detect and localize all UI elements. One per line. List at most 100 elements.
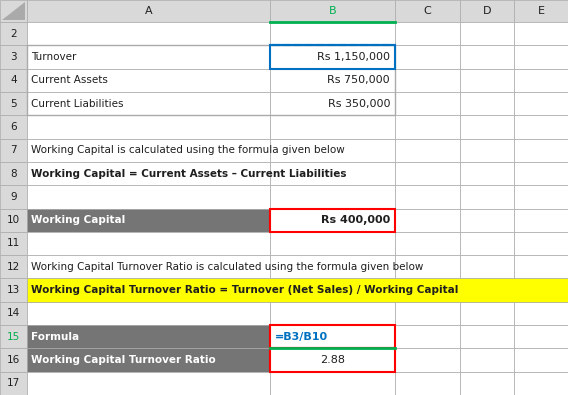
Bar (27, 22, 270, 45)
Bar (0, 45, 27, 69)
Bar (27, 232, 270, 255)
Bar (395, 162, 460, 185)
Bar (395, 0, 460, 22)
Bar (395, 139, 460, 162)
Bar (514, 255, 568, 278)
Text: 10: 10 (7, 215, 20, 225)
Bar (27, 162, 270, 185)
Bar (270, 22, 395, 45)
Text: D: D (483, 6, 491, 16)
Bar (0, 325, 27, 348)
Bar (0, 92, 27, 115)
Bar (0, 69, 27, 92)
Bar (27, 278, 568, 302)
Bar (514, 209, 568, 232)
Text: Working Capital is calculated using the formula given below: Working Capital is calculated using the … (31, 145, 345, 155)
Text: B: B (329, 6, 336, 16)
Bar (514, 348, 568, 372)
Text: Working Capital Turnover Ratio: Working Capital Turnover Ratio (31, 355, 216, 365)
Bar (514, 92, 568, 115)
Text: Working Capital: Working Capital (31, 215, 126, 225)
Bar (395, 22, 460, 45)
Bar (395, 255, 460, 278)
Bar (270, 185, 395, 209)
Bar (460, 69, 514, 92)
Text: 11: 11 (7, 239, 20, 248)
Bar (27, 115, 270, 139)
Text: 7: 7 (10, 145, 17, 155)
Text: Rs 350,000: Rs 350,000 (328, 99, 390, 109)
Bar (27, 325, 270, 348)
Bar (0, 185, 27, 209)
Text: 6: 6 (10, 122, 17, 132)
Bar (0, 302, 27, 325)
Text: Working Capital Turnover Ratio = Turnover (Net Sales) / Working Capital: Working Capital Turnover Ratio = Turnove… (31, 285, 458, 295)
Bar (27, 92, 270, 115)
Text: Current Assets: Current Assets (31, 75, 108, 85)
Bar (460, 22, 514, 45)
Bar (514, 302, 568, 325)
Bar (0, 255, 27, 278)
Bar (27, 372, 270, 395)
Bar (514, 185, 568, 209)
Text: Turnover: Turnover (31, 52, 76, 62)
Text: 8: 8 (10, 169, 17, 179)
Bar (0, 278, 27, 302)
Bar (460, 302, 514, 325)
Bar (395, 209, 460, 232)
Bar (460, 115, 514, 139)
Bar (460, 162, 514, 185)
Bar (270, 115, 395, 139)
Bar (27, 45, 395, 115)
Bar (460, 0, 514, 22)
Bar (270, 255, 395, 278)
Text: 16: 16 (7, 355, 20, 365)
Bar (460, 139, 514, 162)
Bar (395, 69, 460, 92)
Bar (27, 209, 270, 232)
Polygon shape (2, 2, 25, 20)
Bar (395, 92, 460, 115)
Bar (395, 45, 460, 69)
Bar (460, 232, 514, 255)
Bar (27, 139, 270, 162)
Bar (270, 325, 395, 348)
Text: E: E (537, 6, 545, 16)
Bar (27, 0, 270, 22)
Bar (270, 92, 395, 115)
Text: Working Capital Turnover Ratio is calculated using the formula given below: Working Capital Turnover Ratio is calcul… (31, 262, 423, 272)
Bar (460, 372, 514, 395)
Bar (514, 0, 568, 22)
Bar (514, 139, 568, 162)
Text: Rs 400,000: Rs 400,000 (321, 215, 390, 225)
Bar (270, 45, 395, 69)
Text: 2.88: 2.88 (320, 355, 345, 365)
Bar (270, 0, 395, 22)
Text: A: A (145, 6, 152, 16)
Bar (270, 139, 395, 162)
Bar (27, 69, 270, 92)
Bar (270, 209, 395, 232)
Bar (27, 185, 270, 209)
Bar (270, 372, 395, 395)
Bar (460, 325, 514, 348)
Bar (395, 232, 460, 255)
Bar (460, 209, 514, 232)
Bar (27, 45, 270, 69)
Bar (395, 348, 460, 372)
Bar (514, 45, 568, 69)
Text: C: C (424, 6, 431, 16)
Bar (0, 348, 27, 372)
Bar (514, 232, 568, 255)
Bar (270, 45, 395, 69)
Text: 14: 14 (7, 308, 20, 318)
Bar (514, 162, 568, 185)
Bar (0, 139, 27, 162)
Bar (460, 92, 514, 115)
Bar (395, 302, 460, 325)
Bar (270, 232, 395, 255)
Bar (395, 372, 460, 395)
Bar (460, 348, 514, 372)
Text: Current Liabilities: Current Liabilities (31, 99, 123, 109)
Text: 13: 13 (7, 285, 20, 295)
